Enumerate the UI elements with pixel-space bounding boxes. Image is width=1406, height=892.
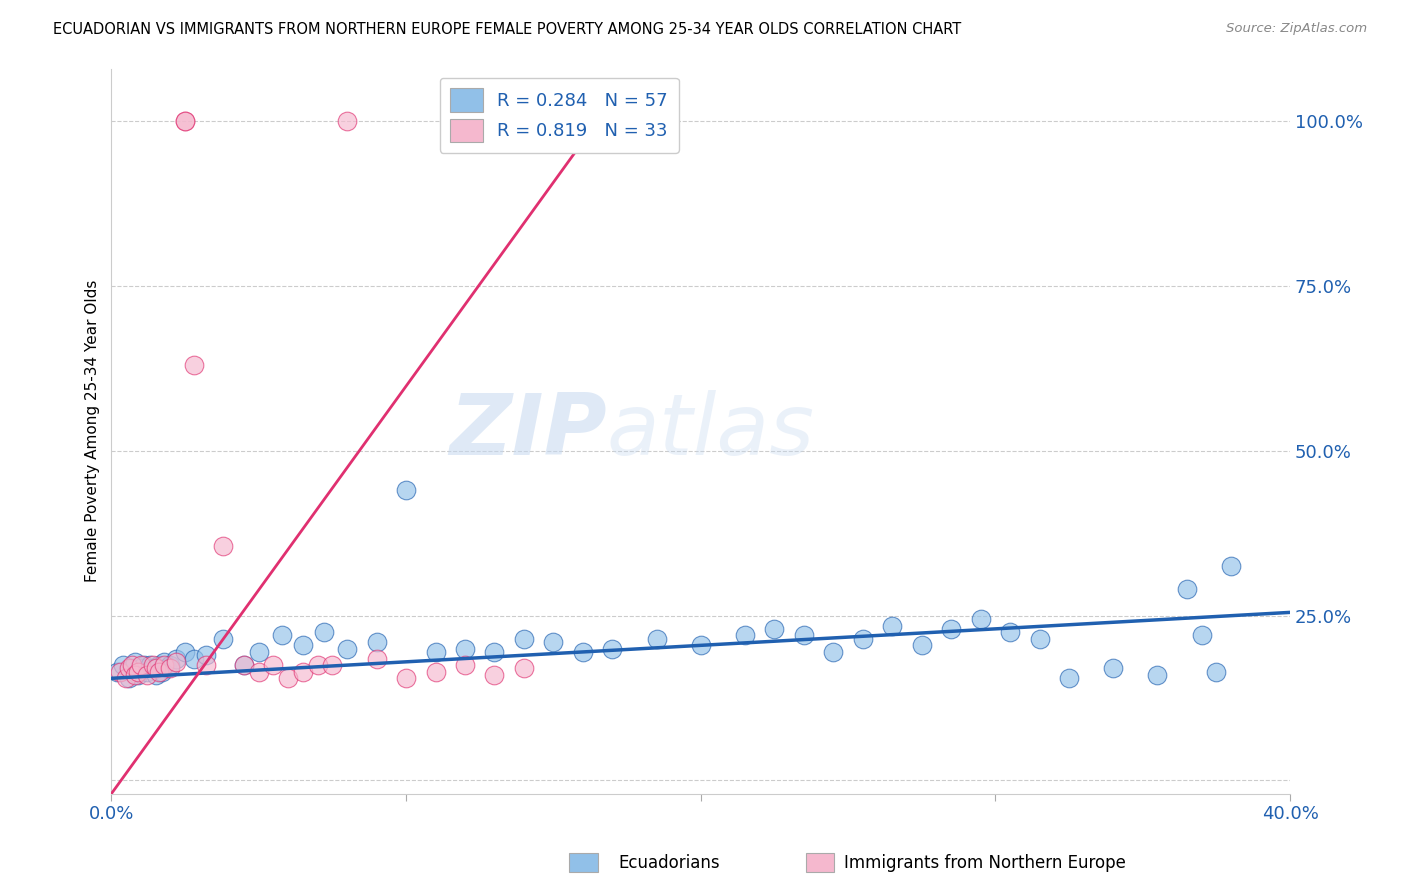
Point	[127, 665, 149, 679]
Point	[793, 628, 815, 642]
Point	[484, 668, 506, 682]
Point	[135, 665, 157, 679]
Point	[194, 648, 217, 663]
Point	[1220, 559, 1243, 574]
Text: atlas: atlas	[606, 390, 814, 473]
Point	[174, 114, 197, 128]
Point	[572, 645, 595, 659]
Point	[118, 661, 141, 675]
Point	[150, 665, 173, 679]
Point	[233, 658, 256, 673]
Point	[1146, 668, 1168, 682]
Point	[395, 671, 418, 685]
Point	[911, 638, 934, 652]
Point	[183, 358, 205, 372]
Point	[148, 665, 170, 679]
Point	[194, 658, 217, 673]
Point	[513, 661, 536, 675]
Point	[153, 655, 176, 669]
Point	[1205, 665, 1227, 679]
Point	[105, 665, 128, 679]
Point	[543, 635, 565, 649]
Point	[395, 483, 418, 498]
Point	[145, 661, 167, 675]
Point	[689, 638, 711, 652]
Point	[212, 540, 235, 554]
Text: Ecuadorians: Ecuadorians	[619, 855, 720, 872]
Point	[1102, 661, 1125, 675]
Point	[121, 661, 143, 675]
Text: Source: ZipAtlas.com: Source: ZipAtlas.com	[1226, 22, 1367, 36]
Point	[321, 658, 343, 673]
Point	[129, 658, 152, 673]
Point	[998, 625, 1021, 640]
Point	[132, 658, 155, 673]
Point	[121, 658, 143, 673]
Point	[291, 665, 314, 679]
Point	[263, 658, 285, 673]
Point	[124, 655, 146, 669]
Point	[247, 645, 270, 659]
Point	[1191, 628, 1213, 642]
Point	[165, 655, 187, 669]
Point	[941, 622, 963, 636]
Point	[127, 668, 149, 682]
Point	[174, 645, 197, 659]
Point	[118, 671, 141, 685]
Point	[159, 661, 181, 675]
Point	[425, 645, 447, 659]
Point	[307, 658, 329, 673]
Point	[291, 638, 314, 652]
Point	[454, 658, 477, 673]
Point	[823, 645, 845, 659]
Text: ZIP: ZIP	[449, 390, 606, 473]
Point	[882, 618, 904, 632]
Point	[366, 635, 388, 649]
Point	[183, 651, 205, 665]
Point	[142, 658, 165, 673]
Point	[153, 658, 176, 673]
Point	[138, 658, 160, 673]
Point	[247, 665, 270, 679]
Point	[645, 632, 668, 646]
Point	[271, 628, 294, 642]
Point	[366, 651, 388, 665]
Point	[454, 641, 477, 656]
Point	[233, 658, 256, 673]
Point	[148, 658, 170, 673]
Point	[763, 622, 786, 636]
Point	[336, 114, 359, 128]
Point	[159, 658, 181, 673]
Point	[484, 645, 506, 659]
Point	[602, 641, 624, 656]
Point	[212, 632, 235, 646]
Point	[734, 628, 756, 642]
Point	[852, 632, 875, 646]
Point	[124, 668, 146, 682]
Point	[1028, 632, 1050, 646]
Point	[135, 668, 157, 682]
Point	[142, 661, 165, 675]
Point	[513, 632, 536, 646]
Point	[165, 651, 187, 665]
Point	[277, 671, 299, 685]
Point	[425, 665, 447, 679]
Point	[110, 665, 132, 679]
Legend: R = 0.284   N = 57, R = 0.819   N = 33: R = 0.284 N = 57, R = 0.819 N = 33	[440, 78, 679, 153]
Point	[156, 661, 179, 675]
Text: ECUADORIAN VS IMMIGRANTS FROM NORTHERN EUROPE FEMALE POVERTY AMONG 25-34 YEAR OL: ECUADORIAN VS IMMIGRANTS FROM NORTHERN E…	[53, 22, 962, 37]
Point	[129, 661, 152, 675]
Point	[112, 658, 135, 673]
Point	[1175, 582, 1198, 597]
Point	[312, 625, 335, 640]
Text: Immigrants from Northern Europe: Immigrants from Northern Europe	[844, 855, 1125, 872]
Y-axis label: Female Poverty Among 25-34 Year Olds: Female Poverty Among 25-34 Year Olds	[86, 280, 100, 582]
Point	[174, 114, 197, 128]
Point	[115, 671, 138, 685]
Point	[145, 668, 167, 682]
Point	[969, 612, 991, 626]
Point	[336, 641, 359, 656]
Point	[1057, 671, 1080, 685]
